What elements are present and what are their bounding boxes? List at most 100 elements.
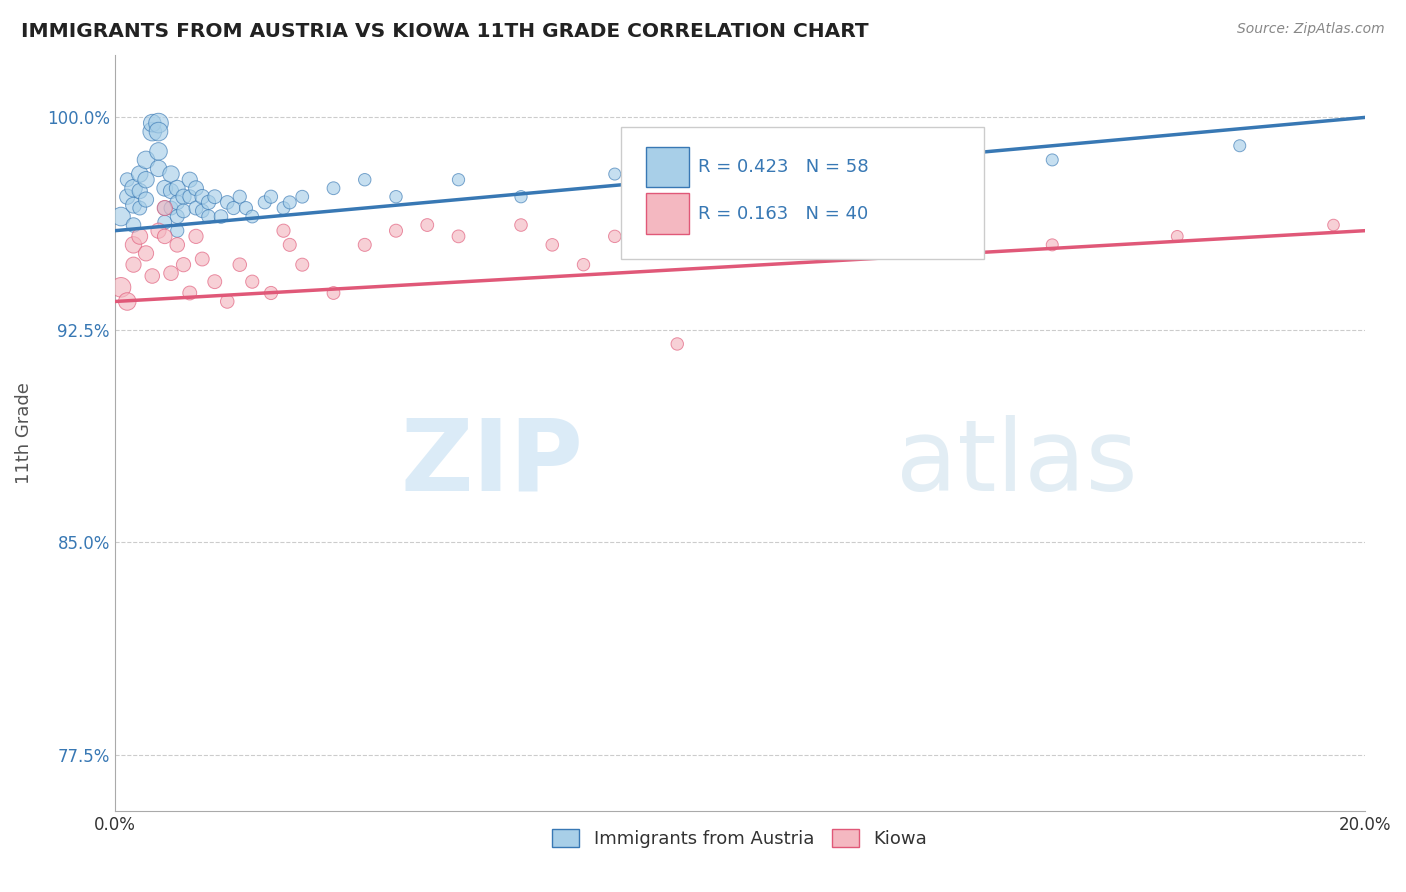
Point bbox=[184, 229, 207, 244]
Point bbox=[184, 201, 207, 215]
Point bbox=[217, 195, 239, 210]
Point bbox=[240, 275, 263, 289]
Text: atlas: atlas bbox=[896, 415, 1137, 512]
Point bbox=[1229, 138, 1251, 153]
Point bbox=[122, 198, 145, 212]
Point bbox=[160, 184, 183, 198]
Text: Source: ZipAtlas.com: Source: ZipAtlas.com bbox=[1237, 22, 1385, 37]
Text: R = 0.423   N = 58: R = 0.423 N = 58 bbox=[699, 158, 869, 176]
Point bbox=[209, 210, 232, 224]
Point bbox=[128, 201, 150, 215]
Point bbox=[153, 229, 176, 244]
Point bbox=[135, 246, 157, 260]
Point bbox=[204, 190, 226, 204]
Point bbox=[1040, 153, 1063, 167]
Point bbox=[416, 218, 439, 232]
Point bbox=[148, 161, 170, 176]
Point bbox=[153, 201, 176, 215]
Point bbox=[135, 153, 157, 167]
Point bbox=[191, 190, 214, 204]
Point bbox=[792, 218, 814, 232]
Point bbox=[122, 258, 145, 272]
Point bbox=[278, 195, 301, 210]
Point bbox=[148, 125, 170, 139]
Point bbox=[603, 167, 626, 181]
Y-axis label: 11th Grade: 11th Grade bbox=[15, 383, 32, 484]
Point bbox=[510, 218, 533, 232]
Point bbox=[179, 172, 201, 186]
Point bbox=[179, 285, 201, 300]
FancyBboxPatch shape bbox=[645, 194, 689, 235]
Point bbox=[117, 294, 139, 309]
Point bbox=[166, 195, 188, 210]
Point bbox=[122, 181, 145, 195]
Point bbox=[235, 201, 257, 215]
Point bbox=[135, 193, 157, 207]
Point bbox=[510, 190, 533, 204]
Point bbox=[217, 294, 239, 309]
Point bbox=[197, 210, 219, 224]
Point bbox=[110, 210, 132, 224]
Point bbox=[166, 224, 188, 238]
Point bbox=[128, 184, 150, 198]
Point bbox=[128, 229, 150, 244]
Point bbox=[179, 190, 201, 204]
Point bbox=[166, 238, 188, 252]
Point bbox=[160, 266, 183, 280]
Point bbox=[273, 201, 295, 215]
Point bbox=[240, 210, 263, 224]
Point bbox=[197, 195, 219, 210]
Point bbox=[173, 258, 195, 272]
Point bbox=[260, 190, 283, 204]
Point bbox=[191, 203, 214, 218]
Point bbox=[353, 238, 375, 252]
Point bbox=[204, 275, 226, 289]
Point bbox=[1166, 229, 1188, 244]
Point bbox=[666, 337, 689, 351]
Point bbox=[148, 145, 170, 159]
Text: ZIP: ZIP bbox=[401, 415, 583, 512]
Point bbox=[166, 210, 188, 224]
Point bbox=[447, 172, 470, 186]
Point bbox=[110, 280, 132, 294]
Point bbox=[541, 238, 564, 252]
Point bbox=[322, 285, 344, 300]
Point bbox=[353, 172, 375, 186]
FancyBboxPatch shape bbox=[621, 127, 984, 260]
Text: IMMIGRANTS FROM AUSTRIA VS KIOWA 11TH GRADE CORRELATION CHART: IMMIGRANTS FROM AUSTRIA VS KIOWA 11TH GR… bbox=[21, 22, 869, 41]
Point bbox=[291, 190, 314, 204]
Point bbox=[273, 224, 295, 238]
Point bbox=[160, 167, 183, 181]
Point bbox=[173, 190, 195, 204]
Point bbox=[915, 229, 938, 244]
Point bbox=[153, 181, 176, 195]
Point bbox=[141, 116, 163, 130]
FancyBboxPatch shape bbox=[645, 146, 689, 187]
Point bbox=[385, 224, 408, 238]
Point bbox=[603, 229, 626, 244]
Point bbox=[222, 201, 245, 215]
Point bbox=[128, 167, 150, 181]
Point bbox=[173, 203, 195, 218]
Point bbox=[117, 172, 139, 186]
Point bbox=[160, 201, 183, 215]
Point bbox=[322, 181, 344, 195]
Point bbox=[122, 238, 145, 252]
Point bbox=[385, 190, 408, 204]
Text: R = 0.163   N = 40: R = 0.163 N = 40 bbox=[699, 205, 869, 223]
Point bbox=[153, 201, 176, 215]
Point bbox=[141, 268, 163, 283]
Point bbox=[1322, 218, 1344, 232]
Point bbox=[153, 215, 176, 229]
Point bbox=[229, 190, 252, 204]
Point bbox=[229, 258, 252, 272]
Point bbox=[141, 125, 163, 139]
Point bbox=[122, 218, 145, 232]
Point bbox=[148, 116, 170, 130]
Point bbox=[278, 238, 301, 252]
Point bbox=[148, 224, 170, 238]
Point bbox=[191, 252, 214, 266]
Point bbox=[260, 285, 283, 300]
Point bbox=[135, 172, 157, 186]
Point bbox=[572, 258, 595, 272]
